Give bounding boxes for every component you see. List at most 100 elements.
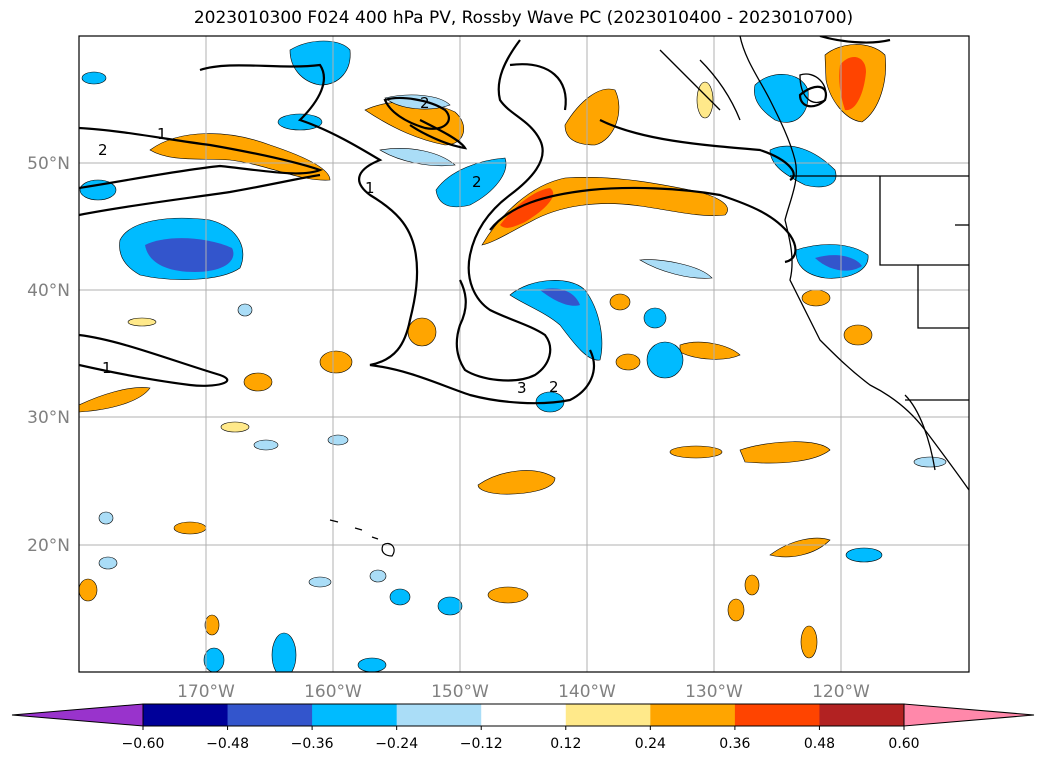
- lat-tick-label: 20°N: [27, 536, 70, 556]
- positive-anomaly-o: [744, 574, 760, 596]
- contour-label: 1: [157, 125, 167, 143]
- contour-label: 1: [102, 359, 112, 377]
- lon-tick-labels: 170°W 160°W 150°W 140°W 130°W 120°W: [177, 682, 870, 702]
- lon-tick-label: 130°W: [685, 682, 743, 702]
- negative-anomaly-l: [81, 71, 107, 85]
- coastlines: [659, 36, 969, 491]
- lat-tick-label: 30°N: [27, 408, 70, 428]
- negative-anomaly-mid-gulf: [435, 157, 507, 208]
- contour-label: 2: [420, 94, 430, 112]
- contour-label: 2: [549, 378, 559, 396]
- positive-anomaly-d: [615, 353, 641, 371]
- negative-anomaly-i: [203, 647, 225, 672]
- lon-tick-label: 140°W: [558, 682, 616, 702]
- colorbar-bin: [481, 704, 567, 726]
- colorbar-tick-label: 0.12: [550, 736, 581, 752]
- contour-label: 2: [98, 141, 108, 159]
- positive-anomaly-n: [609, 293, 631, 311]
- lon-tick-label: 170°W: [177, 682, 235, 702]
- colorbar-tick-label: 0.24: [635, 736, 666, 752]
- colorbar-bin: [650, 704, 736, 726]
- colorbar-tick-label: 0.60: [888, 736, 919, 752]
- colorbar-tick-label: −0.36: [291, 736, 334, 752]
- colorbar-extend-high: [903, 703, 1035, 727]
- negative-anomaly-light-i: [369, 569, 387, 583]
- lon-tick-label: 160°W: [304, 682, 362, 702]
- negative-anomaly-cutoff-core: [540, 288, 580, 306]
- negative-anomaly-light-f: [98, 556, 118, 570]
- positive-anomaly-q: [220, 421, 250, 433]
- positive-anomaly-east: [739, 441, 831, 464]
- negative-anomaly-light-g: [98, 511, 114, 525]
- colorbar-tick-label: 0.36: [719, 736, 750, 752]
- positive-anomaly-k: [843, 324, 873, 346]
- positive-anomaly-south: [477, 470, 556, 495]
- negative-anomaly-g: [79, 179, 117, 201]
- map-title: 2023010300 F024 400 hPa PV, Rossby Wave …: [193, 8, 854, 28]
- colorbar-bin: [396, 704, 482, 726]
- positive-anomaly-mid: [679, 341, 741, 360]
- lat-tick-label: 50°N: [27, 154, 70, 174]
- anomaly-shading: [79, 40, 947, 672]
- positive-anomaly-e: [669, 445, 723, 459]
- negative-anomaly-b: [643, 307, 667, 329]
- negative-anomaly-f: [277, 113, 323, 131]
- lat-tick-labels: 20°N 30°N 40°N 50°N: [27, 154, 70, 556]
- positive-anomaly-a: [319, 350, 353, 374]
- lat-tick-label: 40°N: [27, 281, 70, 301]
- colorbar: −0.60 −0.48 −0.36 −0.24 −0.12 0.12 0.24 0.36 0.4…: [11, 703, 1035, 752]
- positive-anomaly-alaska-core: [839, 56, 866, 111]
- positive-anomaly-b: [407, 317, 437, 347]
- positive-anomaly-bc: [564, 88, 620, 146]
- negative-anomaly-light-j: [237, 303, 253, 317]
- colorbar-tick-label: 0.48: [804, 736, 835, 752]
- colorbar-bin: [734, 704, 820, 726]
- positive-anomaly-r: [127, 317, 157, 327]
- negative-anomaly-light-h: [308, 576, 332, 588]
- negative-anomaly-j: [357, 657, 387, 672]
- lon-tick-label: 150°W: [431, 682, 489, 702]
- positive-anomaly-c: [487, 586, 529, 604]
- positive-anomaly-h: [800, 625, 818, 659]
- negative-anomaly-k: [389, 588, 411, 606]
- negative-anomaly-light-e: [327, 434, 349, 446]
- colorbar-bin: [312, 704, 398, 726]
- colorbar-extend-low: [11, 703, 144, 727]
- colorbar-tick-label: −0.12: [460, 736, 503, 752]
- positive-anomaly-l: [79, 578, 98, 602]
- positive-anomaly-f: [243, 372, 273, 392]
- plot-frame: [78, 35, 970, 673]
- colorbar-bin: [819, 704, 905, 726]
- negative-anomaly-cutoff: [509, 280, 603, 361]
- contour-label: 3: [517, 379, 527, 397]
- positive-anomaly-east2: [769, 537, 831, 558]
- contour-labels: 1 2 1 2 2 3 2 1: [98, 94, 559, 397]
- negative-anomaly-light-d: [253, 439, 279, 451]
- colorbar-tick-label: −0.24: [375, 736, 418, 752]
- colorbar-bin: [143, 704, 229, 726]
- negative-anomaly-a: [646, 341, 684, 379]
- colorbar-tick-label: −0.60: [122, 736, 165, 752]
- negative-anomaly-north: [289, 40, 351, 86]
- negative-anomaly-e: [437, 596, 463, 616]
- negative-anomaly-light-a: [639, 259, 713, 279]
- negative-anomaly-bc: [769, 145, 837, 188]
- graticule: [79, 36, 969, 672]
- positive-anomaly-i: [727, 598, 745, 622]
- contour-label: 2: [472, 173, 482, 191]
- positive-anomaly-west: [79, 387, 151, 413]
- contour-label: 1: [365, 179, 375, 197]
- pv-contours: [79, 36, 891, 405]
- negative-anomaly-light-k: [913, 456, 947, 468]
- negative-anomaly-dateline-core: [145, 238, 234, 272]
- colorbar-bin: [227, 704, 313, 726]
- positive-anomaly-m: [204, 614, 220, 636]
- colorbar-bin: [565, 704, 651, 726]
- negative-anomaly-d: [271, 632, 297, 672]
- colorbar-frame: [142, 703, 905, 727]
- hawaii-islands: [329, 519, 395, 557]
- negative-anomaly-canada: [754, 74, 809, 123]
- lon-tick-label: 120°W: [812, 682, 870, 702]
- negative-anomaly-h: [845, 547, 883, 563]
